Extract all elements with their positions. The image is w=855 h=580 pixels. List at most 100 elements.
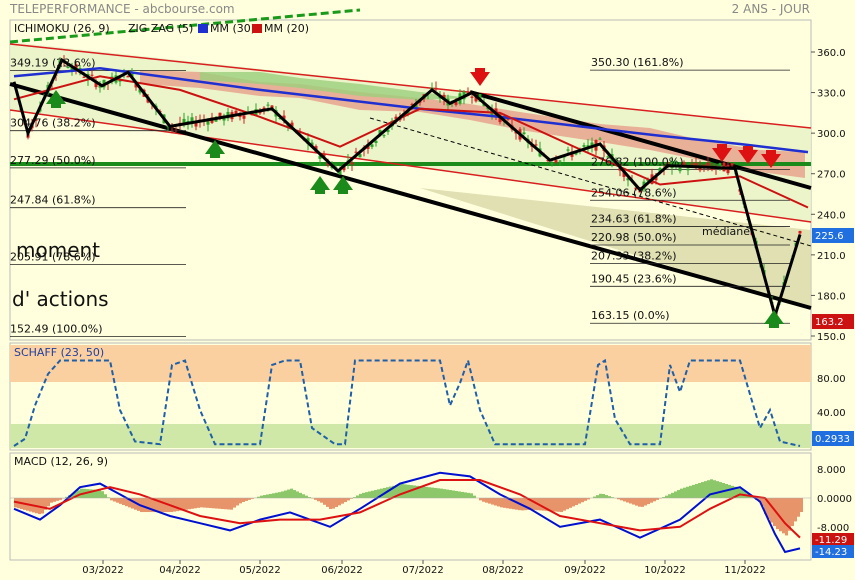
macd-hist-bar [110, 498, 113, 501]
candle-body [506, 118, 510, 120]
candle-body [354, 151, 358, 153]
macd-hist-bar [449, 490, 452, 498]
macd-hist-bar [740, 488, 743, 498]
candle-body [318, 155, 322, 159]
macd-hist-bar [71, 493, 74, 498]
chart-title: TELEPERFORMANCE - abcbourse.com [9, 2, 235, 16]
macd-hist-bar [707, 480, 710, 498]
candle-body [386, 129, 390, 133]
macd-hist-bar [104, 494, 107, 498]
macd-hist-bar [416, 485, 419, 498]
candle-body [598, 138, 602, 140]
macd-hist-bar [446, 489, 449, 498]
schaff-current: 0.2933 [815, 434, 850, 445]
macd-hist-bar [779, 498, 782, 532]
macd-hist-bar [146, 498, 149, 513]
candle-body [410, 104, 414, 106]
macd-hist-bar [704, 481, 707, 498]
left-fib-label: 349.19 (23.6%) [10, 57, 96, 70]
macd-hist-bar [737, 487, 740, 498]
sell-arrow-icon [470, 68, 490, 86]
macd-hist-bar [206, 498, 209, 508]
black-trend-lower [9, 82, 812, 310]
macd-line [13, 471, 801, 554]
macd-hist-bar [284, 490, 287, 498]
macd-hist-bar [668, 494, 671, 498]
macd-hist-bar [368, 491, 371, 498]
candle-body [558, 160, 562, 162]
macd-signal-badge [812, 533, 854, 546]
macd-hist-bar [761, 498, 764, 507]
candle-body [470, 96, 474, 98]
macd-hist-bar [647, 498, 650, 505]
macd-hist-bar [644, 498, 647, 506]
macd-hist-bar [683, 487, 686, 498]
macd-hist-bar [374, 490, 377, 498]
macd-hist-bar [623, 498, 626, 502]
macd-hist-bar [239, 498, 242, 504]
macd-hist-bar [443, 489, 446, 498]
macd-current-a: -11.29 [815, 535, 847, 546]
macd-hist-bar [653, 498, 656, 502]
macd-hist-bar [578, 498, 581, 504]
black-trend-upper [469, 90, 812, 190]
macd-hist-bar [371, 490, 374, 498]
red-channel-upper [9, 43, 812, 129]
right-fib-label: 350.30 (161.8%) [591, 56, 684, 69]
macd-tick-label: 8.000 [817, 465, 846, 476]
macd-hist-bar [221, 498, 224, 509]
macd-hist-bar [362, 492, 365, 498]
macd-hist-bar [44, 498, 47, 510]
macd-hist-bar [728, 484, 731, 498]
candle-body [566, 149, 570, 151]
macd-hist-bar [185, 498, 188, 510]
macd-hist-bar [572, 498, 575, 507]
macd-hist-bar [224, 498, 227, 510]
macd-hist-bar [281, 491, 284, 498]
macd-hist-bar [575, 498, 578, 506]
candle-body [582, 145, 586, 147]
macd-hist-bar [554, 498, 557, 512]
macd-hist-bar [251, 498, 254, 499]
macd-hist-bar [641, 498, 644, 507]
macd-hist-bar [557, 498, 560, 512]
month-label: 08/2022 [482, 565, 524, 576]
month-axis: 03/2022 04/2022 05/2022 06/2022 07/2022 08/20… [82, 560, 766, 576]
macd-hist-bar [428, 487, 431, 498]
macd-hist-bar [200, 498, 203, 508]
price-tick-label: 180.0 [817, 291, 846, 302]
candle-body [338, 169, 342, 175]
macd-hist-bar [131, 498, 134, 509]
buy-arrow-icon [205, 140, 225, 158]
macd-hist-bar [269, 493, 272, 498]
candle-body [550, 163, 554, 165]
candle-body [694, 162, 698, 167]
macd-hist-bar [122, 498, 125, 506]
candle-body [278, 117, 282, 119]
macd-hist-bar [701, 482, 704, 498]
macd-hist-bar [272, 493, 275, 498]
macd-hist-bar [419, 486, 422, 498]
macd-hist-bar [461, 491, 464, 498]
macd-hist-bar [182, 498, 185, 511]
right-fib-labels: 350.30 (161.8%) 276.82 (100.0%) 254.06 (78… [591, 56, 684, 322]
schaff-oversold-band [10, 424, 811, 448]
macd-hist-bar [218, 498, 221, 509]
macd-hist-bar [161, 498, 164, 513]
macd-hist-bar [620, 498, 623, 501]
macd-hist-bar [545, 498, 548, 511]
candle-body [322, 154, 326, 157]
macd-hist-bar [308, 497, 311, 498]
macd-hist-bar [437, 488, 440, 498]
candle-body [554, 159, 558, 163]
macd-hist-bar [491, 498, 494, 505]
macd-hist-bar [530, 498, 533, 510]
macd-hist-bar [464, 492, 467, 498]
macd-hist-bar [257, 496, 260, 498]
macd-hist-bar [410, 485, 413, 498]
month-label: 10/2022 [644, 565, 686, 576]
macd-hist-bar [506, 498, 509, 509]
current-price: 225.6 [815, 231, 844, 242]
schaff-axis: 80.00 40.00 [817, 374, 846, 419]
